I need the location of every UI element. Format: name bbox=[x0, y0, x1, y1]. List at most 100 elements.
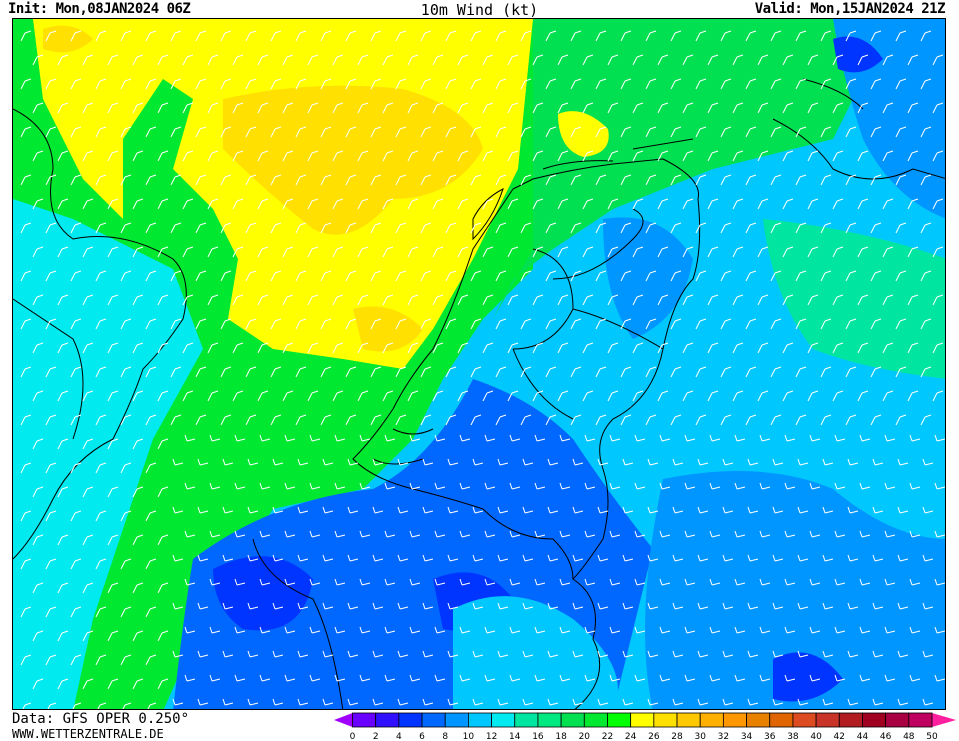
wind-barb bbox=[884, 626, 896, 634]
wind-barb bbox=[882, 102, 894, 114]
wind-barb bbox=[747, 698, 759, 706]
wind-barb bbox=[907, 294, 919, 306]
wind-barb bbox=[495, 78, 507, 90]
wind-barb bbox=[809, 626, 821, 634]
wind-barb bbox=[532, 198, 544, 210]
wind-barb bbox=[907, 102, 919, 114]
wind-barb bbox=[582, 246, 594, 258]
wind-barb bbox=[547, 650, 559, 658]
wind-barb bbox=[720, 174, 732, 186]
wind-barb bbox=[420, 318, 432, 330]
wind-barb bbox=[282, 54, 294, 66]
wind-barb bbox=[459, 626, 471, 634]
wind-barb bbox=[770, 126, 782, 138]
wind-barb bbox=[197, 698, 209, 706]
wind-barb bbox=[720, 222, 732, 234]
wind-barb bbox=[345, 414, 357, 426]
wind-barb bbox=[822, 650, 834, 658]
wind-barb bbox=[584, 578, 596, 586]
wind-barb bbox=[397, 458, 409, 466]
wind-barb bbox=[45, 174, 57, 186]
wind-barb bbox=[884, 578, 896, 586]
wind-barb bbox=[634, 482, 646, 490]
wind-barb bbox=[897, 458, 909, 466]
wind-barb bbox=[157, 582, 169, 594]
wind-barb bbox=[907, 246, 919, 258]
wind-barb bbox=[359, 530, 371, 538]
wind-barb bbox=[70, 318, 82, 330]
wind-barb bbox=[20, 30, 32, 42]
wind-barb bbox=[170, 414, 182, 426]
wind-barb bbox=[847, 458, 859, 466]
legend-swatch bbox=[514, 712, 539, 728]
wind-barb bbox=[872, 650, 884, 658]
wind-barb bbox=[70, 414, 82, 426]
wind-barb bbox=[882, 390, 894, 402]
wind-barb bbox=[934, 626, 945, 634]
wind-barb bbox=[770, 318, 782, 330]
wind-barb bbox=[647, 698, 659, 706]
wind-barb bbox=[670, 270, 682, 282]
wind-barb bbox=[282, 150, 294, 162]
legend-swatch bbox=[607, 712, 632, 728]
wind-barb bbox=[345, 30, 357, 42]
wind-barb bbox=[832, 342, 844, 354]
wind-barb bbox=[645, 270, 657, 282]
wind-barb bbox=[884, 482, 896, 490]
wind-barb bbox=[295, 222, 307, 234]
wind-barb bbox=[95, 510, 107, 522]
wind-barb bbox=[872, 602, 884, 610]
wind-barb bbox=[182, 246, 194, 258]
wind-barb bbox=[570, 126, 582, 138]
wind-barb bbox=[220, 30, 232, 42]
wind-barb bbox=[534, 578, 546, 586]
wind-barb bbox=[247, 554, 259, 562]
wind-barb bbox=[884, 530, 896, 538]
wind-barb bbox=[170, 222, 182, 234]
legend-swatch bbox=[885, 712, 910, 728]
legend-swatch bbox=[676, 712, 701, 728]
wind-barb bbox=[820, 270, 832, 282]
wind-barb bbox=[645, 222, 657, 234]
wind-barb bbox=[459, 578, 471, 586]
wind-barb bbox=[857, 390, 869, 402]
wind-barb bbox=[857, 246, 869, 258]
wind-barb bbox=[582, 342, 594, 354]
wind-barb bbox=[872, 506, 884, 514]
wind-barb bbox=[320, 366, 332, 378]
wind-barb bbox=[582, 54, 594, 66]
wind-barb bbox=[520, 30, 532, 42]
wind-barb bbox=[420, 30, 432, 42]
wind-barb bbox=[509, 482, 521, 490]
wind-barb bbox=[470, 366, 482, 378]
wind-barb bbox=[82, 150, 94, 162]
wind-barb bbox=[20, 318, 32, 330]
wind-barb bbox=[122, 702, 132, 709]
wind-barb bbox=[672, 602, 684, 610]
legend-tick: 20 bbox=[579, 732, 591, 741]
wind-barb bbox=[797, 698, 809, 706]
wind-barb bbox=[845, 126, 857, 138]
wind-barb bbox=[420, 78, 432, 90]
wind-barb bbox=[282, 342, 294, 354]
wind-barb bbox=[82, 534, 94, 546]
wind-barb bbox=[507, 150, 519, 162]
legend-swatch bbox=[583, 712, 608, 728]
wind-barb bbox=[807, 342, 819, 354]
wind-barb bbox=[157, 198, 169, 210]
wind-barb bbox=[522, 506, 534, 514]
wind-barb bbox=[445, 270, 457, 282]
wind-barb bbox=[672, 458, 684, 466]
wind-barb bbox=[895, 78, 907, 90]
legend-swatch bbox=[722, 712, 747, 728]
wind-barb bbox=[482, 54, 494, 66]
wind-barb bbox=[645, 30, 657, 42]
wind-barb bbox=[407, 294, 419, 306]
wind-barb bbox=[232, 246, 244, 258]
wind-barb bbox=[857, 198, 869, 210]
wind-barb bbox=[920, 366, 932, 378]
wind-barb bbox=[182, 54, 194, 66]
wind-barb bbox=[645, 78, 657, 90]
wind-barb bbox=[20, 510, 32, 522]
wind-barb bbox=[520, 126, 532, 138]
